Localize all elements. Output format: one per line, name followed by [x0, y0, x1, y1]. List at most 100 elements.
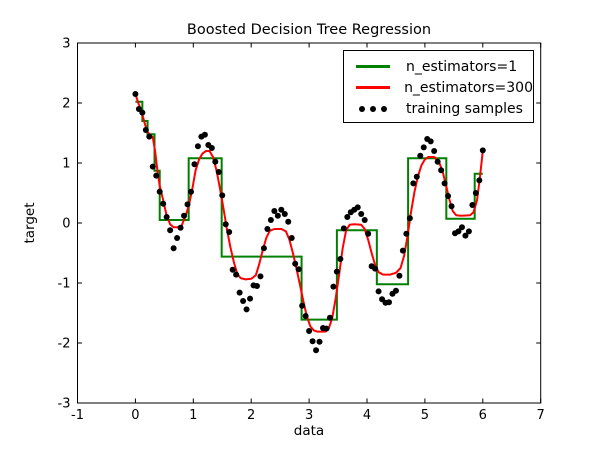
- data-point: [267, 217, 274, 223]
- data-point: [226, 229, 233, 235]
- data-point: [215, 169, 222, 175]
- data-point: [299, 302, 306, 309]
- data-point: [375, 288, 382, 295]
- x-tick-label: 4: [363, 408, 371, 423]
- data-point: [139, 109, 146, 116]
- x-tick-label: 0: [131, 408, 139, 423]
- data-point: [427, 138, 434, 145]
- data-point: [191, 161, 198, 168]
- y-tick-label: -1: [58, 277, 71, 292]
- y-tick-label: 2: [62, 97, 70, 112]
- data-point: [431, 148, 438, 154]
- data-point: [236, 289, 243, 296]
- data-point: [167, 227, 174, 234]
- data-point: [340, 225, 347, 232]
- y-axis-label: target: [22, 202, 38, 244]
- data-point: [177, 224, 184, 231]
- y-tick-label: -2: [58, 337, 71, 352]
- data-point: [403, 230, 410, 237]
- dot-icon: [381, 105, 387, 112]
- legend-entry-training-samples: training samples: [352, 98, 533, 119]
- data-point: [292, 260, 299, 267]
- data-point: [445, 193, 452, 199]
- data-point: [219, 192, 226, 199]
- legend-entry-n-estimators-300: n_estimators=300: [352, 77, 533, 98]
- data-point: [257, 273, 264, 280]
- data-point: [458, 224, 465, 231]
- data-point: [208, 145, 215, 151]
- legend-label: n_estimators=300: [404, 79, 533, 96]
- data-point: [201, 131, 208, 138]
- data-point: [372, 265, 379, 272]
- x-tick-label: 2: [247, 408, 255, 423]
- data-point: [288, 235, 295, 241]
- x-tick-label: 7: [537, 408, 545, 423]
- y-tick-label: 3: [62, 37, 70, 52]
- x-tick-label: -1: [71, 408, 84, 423]
- x-tick-label: 5: [421, 408, 429, 423]
- data-point: [361, 217, 368, 223]
- data-point: [476, 177, 483, 184]
- data-point: [132, 91, 139, 97]
- data-point: [396, 272, 403, 279]
- data-point: [448, 203, 455, 210]
- data-point: [156, 188, 163, 195]
- legend-entry-n-estimators-1: n_estimators=1: [352, 56, 533, 77]
- green-line-swatch-icon: [356, 65, 390, 68]
- data-point: [153, 172, 160, 179]
- data-point: [285, 218, 292, 225]
- data-point: [316, 338, 323, 345]
- data-point: [247, 295, 254, 302]
- dot-icon: [359, 105, 365, 112]
- data-point: [330, 283, 337, 290]
- data-point: [212, 158, 219, 165]
- data-point: [160, 200, 167, 207]
- chart-title: Boosted Decision Tree Regression: [186, 22, 432, 38]
- y-tick-label: -3: [58, 397, 71, 412]
- data-point: [253, 283, 260, 289]
- legend-label: training samples: [406, 100, 523, 117]
- x-axis-label: data: [293, 423, 325, 439]
- data-point: [233, 271, 240, 278]
- data-point: [479, 147, 486, 154]
- data-point: [260, 245, 267, 252]
- x-tick-label: 6: [479, 408, 487, 423]
- data-point: [149, 163, 156, 170]
- series-n-estimators-300: [134, 93, 484, 333]
- data-point: [472, 190, 479, 196]
- data-point: [264, 226, 271, 232]
- data-point: [354, 204, 361, 211]
- x-tick-label: 3: [305, 408, 313, 423]
- dot-icon: [370, 105, 376, 112]
- data-point: [184, 201, 191, 208]
- data-point: [358, 211, 365, 217]
- data-point: [434, 158, 441, 165]
- data-point: [386, 299, 393, 306]
- data-point: [146, 133, 153, 140]
- data-point: [438, 167, 445, 174]
- legend-key: [352, 86, 396, 89]
- data-point: [469, 202, 476, 208]
- data-point: [302, 313, 309, 319]
- data-point: [333, 268, 340, 275]
- data-point: [309, 338, 316, 345]
- data-point: [365, 230, 372, 237]
- data-point: [295, 266, 302, 273]
- data-point: [413, 173, 420, 180]
- legend-key: [352, 65, 398, 68]
- data-point: [229, 266, 236, 273]
- data-point: [410, 180, 417, 187]
- data-point: [406, 215, 413, 222]
- data-point: [337, 256, 344, 262]
- data-point: [465, 228, 472, 235]
- data-point: [306, 328, 313, 334]
- data-point: [417, 152, 424, 159]
- data-point: [392, 287, 399, 294]
- legend: n_estimators=1 n_estimators=300 training…: [343, 50, 534, 123]
- data-point: [222, 221, 229, 228]
- x-tick-label: 1: [189, 408, 197, 423]
- data-point: [181, 212, 188, 219]
- data-point: [240, 298, 247, 304]
